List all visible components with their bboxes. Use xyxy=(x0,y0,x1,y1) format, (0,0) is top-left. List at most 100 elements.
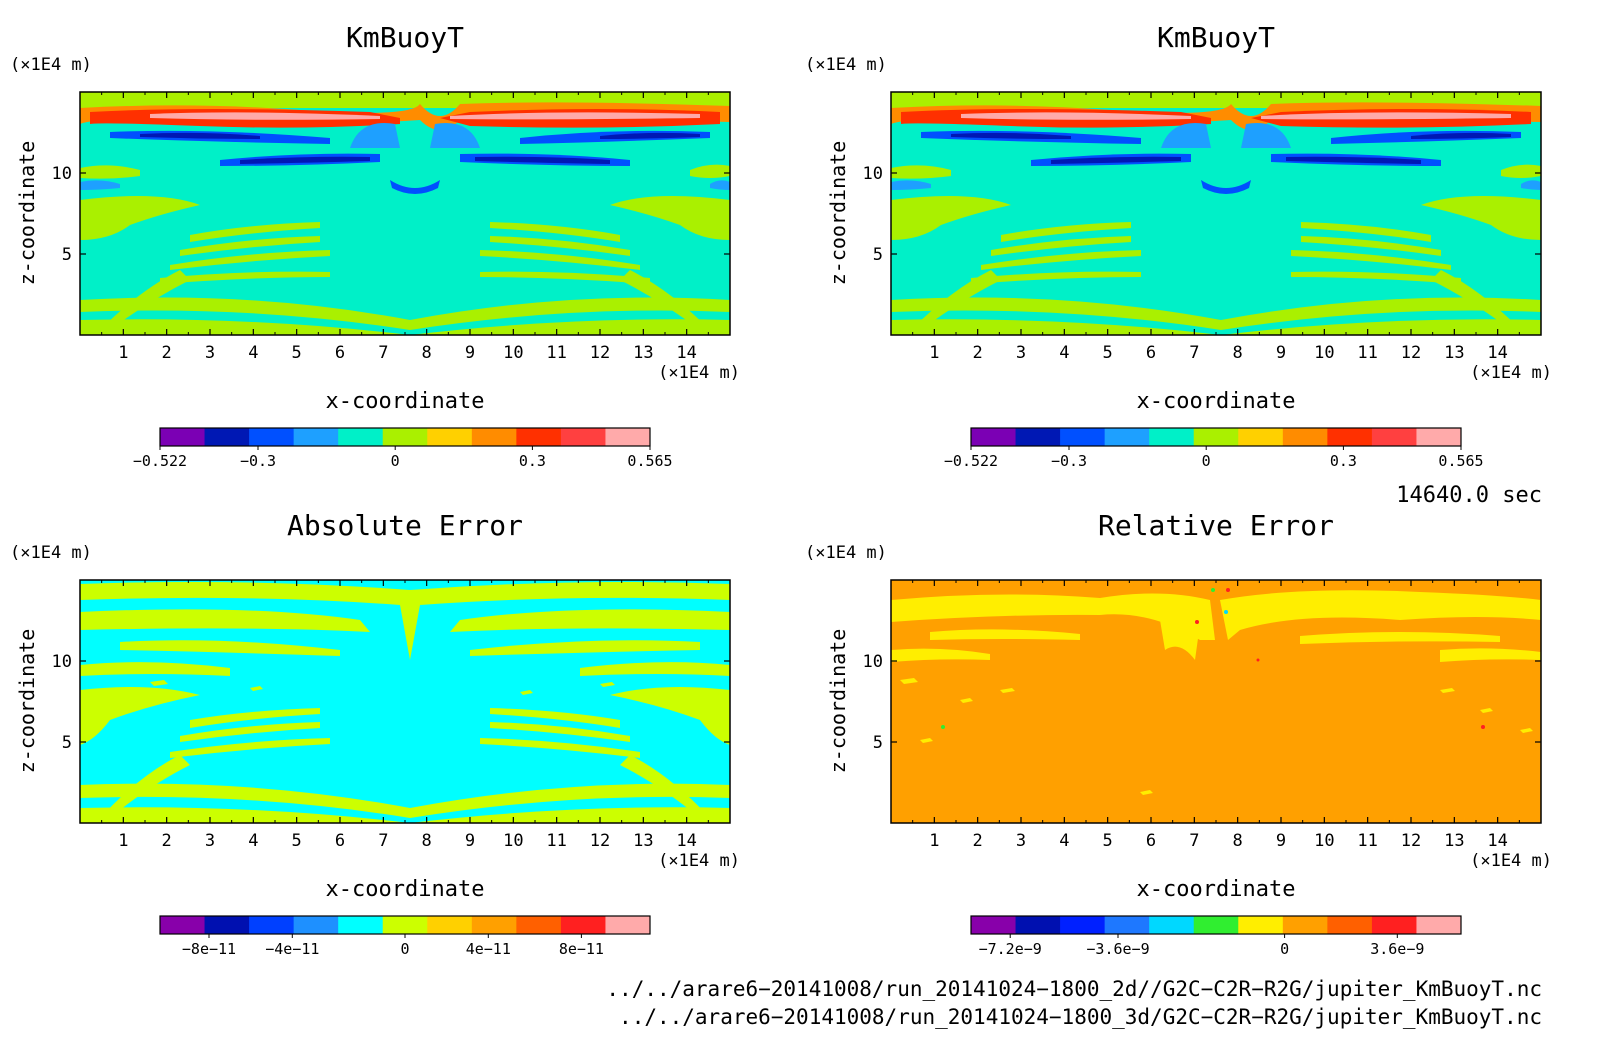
colorbar-tick-label: −3.6e−9 xyxy=(1086,940,1149,958)
x-tick-label: 4 xyxy=(1059,343,1069,363)
x-tick-label: 1 xyxy=(118,831,128,851)
colorbar-swatch xyxy=(249,428,295,446)
x-tick-label: 7 xyxy=(378,343,388,363)
y-tick-label: 10 xyxy=(863,652,883,672)
x-tick-label: 3 xyxy=(1016,831,1026,851)
x-tick-label: 5 xyxy=(1103,831,1113,851)
colorbar-swatch xyxy=(471,428,517,446)
x-tick-label: 2 xyxy=(973,343,983,363)
x-tick-label: 4 xyxy=(248,831,258,851)
y-axis-label: z-coordinate xyxy=(15,141,39,286)
colorbar-swatch xyxy=(1238,916,1284,934)
panel-title: Relative Error xyxy=(1098,509,1334,542)
colorbar-tick-label: 0 xyxy=(391,452,400,470)
x-tick-label: 6 xyxy=(335,831,345,851)
x-tick-label: 8 xyxy=(1233,831,1243,851)
x-tick-label: 5 xyxy=(292,831,302,851)
x-unit-label: (×1E4 m) xyxy=(1470,851,1552,871)
colorbar-swatch xyxy=(1104,428,1150,446)
panel-title: Absolute Error xyxy=(287,509,523,542)
x-tick-label: 12 xyxy=(590,831,610,851)
panel-title: KmBuoyT xyxy=(1157,21,1275,54)
y-tick-label: 5 xyxy=(62,245,72,265)
colorbar-swatch xyxy=(605,916,651,934)
colorbar-frame xyxy=(970,427,1462,447)
colorbar-swatch xyxy=(1104,916,1150,934)
x-tick-label: 4 xyxy=(1059,831,1069,851)
colorbar-swatch xyxy=(1193,916,1239,934)
colorbar-swatch xyxy=(293,916,339,934)
x-tick-label: 11 xyxy=(546,343,566,363)
x-tick-label: 1 xyxy=(929,343,939,363)
x-tick-label: 8 xyxy=(422,343,432,363)
y-unit-label: (×1E4 m) xyxy=(805,55,887,75)
colorbar-tick-label: 3.6e−9 xyxy=(1370,940,1424,958)
x-unit-label: (×1E4 m) xyxy=(658,851,740,871)
colorbar-swatch xyxy=(1193,428,1239,446)
x-tick-label: 13 xyxy=(633,831,653,851)
colorbar-tick-label: 0.565 xyxy=(627,452,672,470)
x-tick-label: 10 xyxy=(1314,831,1334,851)
y-axis-label: z-coordinate xyxy=(826,629,850,774)
y-tick-label: 5 xyxy=(873,733,883,753)
colorbar-tick-label: 0.565 xyxy=(1438,452,1483,470)
x-tick-label: 13 xyxy=(633,343,653,363)
colorbar-tick-label: −8e−11 xyxy=(182,940,236,958)
plot-field xyxy=(891,580,1541,823)
x-tick-label: 5 xyxy=(292,343,302,363)
plot-field xyxy=(80,92,730,335)
x-tick-label: 12 xyxy=(1401,343,1421,363)
colorbar-swatch xyxy=(293,428,339,446)
colorbar-swatch xyxy=(427,428,473,446)
colorbar-swatch xyxy=(1371,916,1417,934)
x-tick-label: 8 xyxy=(1233,343,1243,363)
colorbar-swatch xyxy=(971,428,1017,446)
panel-relative-error: Relative Error (×1E4 m) 1 2 3 4 5 6 7 8 9 10 11 12 1… xyxy=(805,509,1552,958)
y-tick-label: 5 xyxy=(873,245,883,265)
colorbar-swatch xyxy=(204,428,250,446)
x-tick-label: 1 xyxy=(929,831,939,851)
colorbar-swatch xyxy=(204,916,250,934)
x-tick-label: 6 xyxy=(1146,343,1156,363)
colorbar-tick-label: 4e−11 xyxy=(466,940,511,958)
colorbar-tick-label: −0.3 xyxy=(1051,452,1087,470)
plot-field xyxy=(80,580,730,823)
colorbar-swatch xyxy=(516,916,562,934)
x-tick-label: 7 xyxy=(1189,343,1199,363)
colorbar-swatch xyxy=(1060,916,1106,934)
x-unit-label: (×1E4 m) xyxy=(1470,363,1552,383)
colorbar-tick-label: 0.3 xyxy=(519,452,546,470)
x-tick-label: 11 xyxy=(546,831,566,851)
colorbar-tick-label: −7.2e−9 xyxy=(979,940,1042,958)
colorbar-swatch xyxy=(1149,916,1195,934)
x-tick-label: 5 xyxy=(1103,343,1113,363)
y-tick-label: 5 xyxy=(62,733,72,753)
panel-title: KmBuoyT xyxy=(346,21,464,54)
x-tick-label: 9 xyxy=(465,831,475,851)
x-tick-label: 12 xyxy=(1401,831,1421,851)
colorbar-swatch xyxy=(560,916,606,934)
plot-field xyxy=(891,92,1541,335)
colorbar-swatch xyxy=(1060,428,1106,446)
colorbar-swatch xyxy=(971,916,1017,934)
colorbar-swatch xyxy=(1327,428,1373,446)
colorbar-swatch xyxy=(160,428,206,446)
colorbar-frame xyxy=(970,915,1462,935)
colorbar-swatch xyxy=(382,916,428,934)
x-tick-label: 14 xyxy=(676,343,696,363)
colorbar-swatch xyxy=(1282,916,1328,934)
x-tick-label: 1 xyxy=(118,343,128,363)
colorbar-tick-label: 0 xyxy=(400,940,409,958)
x-tick-label: 3 xyxy=(205,831,215,851)
x-tick-label: 9 xyxy=(1276,343,1286,363)
x-tick-label: 6 xyxy=(1146,831,1156,851)
y-axis-label: z-coordinate xyxy=(15,629,39,774)
colorbar-tick-label: 0.3 xyxy=(1330,452,1357,470)
x-tick-label: 14 xyxy=(676,831,696,851)
x-tick-label: 10 xyxy=(503,831,523,851)
x-tick-label: 10 xyxy=(1314,343,1334,363)
colorbar-swatch xyxy=(338,428,384,446)
x-axis-label: x-coordinate xyxy=(1137,877,1296,902)
colorbar-swatch xyxy=(382,428,428,446)
